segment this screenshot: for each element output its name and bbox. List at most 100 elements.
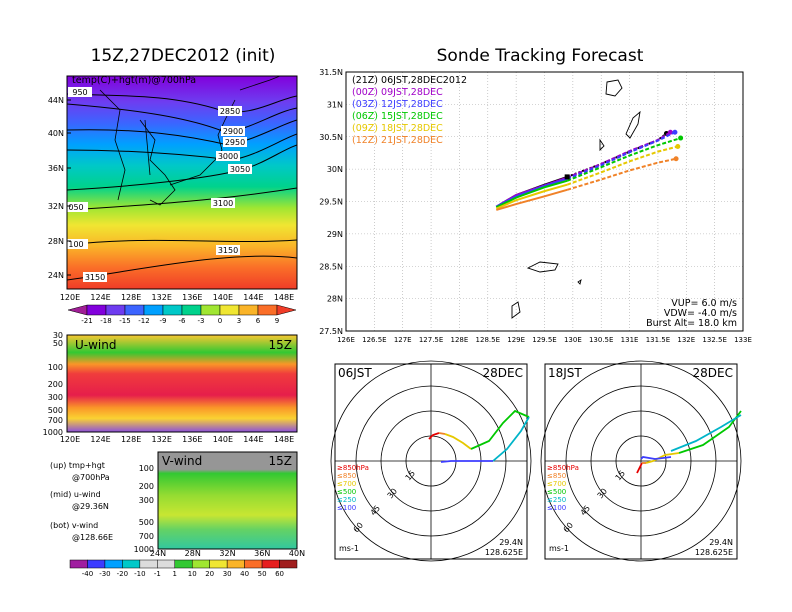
tracking-lon-tick: 129.5E bbox=[532, 336, 556, 344]
contour-label-bg bbox=[68, 87, 92, 97]
hodograph-level-legend: ≤250 bbox=[337, 496, 356, 504]
contour-label-bg bbox=[228, 164, 252, 174]
temperature-color-tick: -18 bbox=[100, 317, 111, 325]
map-lat-tick: 40N bbox=[48, 129, 64, 138]
hodograph-trace bbox=[438, 432, 446, 435]
contour-label-bg bbox=[218, 106, 242, 116]
contour-label: 2950 bbox=[225, 138, 245, 147]
hodograph-level-legend: ≤100 bbox=[337, 504, 356, 512]
tracking-lon-tick: 131E bbox=[621, 336, 639, 344]
wind-color-swatch bbox=[279, 559, 298, 569]
hodograph-level-legend: ≤250 bbox=[547, 496, 566, 504]
track-landing-point bbox=[675, 143, 681, 149]
hodograph-unit: ms-1 bbox=[339, 544, 359, 553]
contour-label: 100 bbox=[68, 240, 83, 249]
v-wind-time: 15Z bbox=[269, 454, 293, 468]
map-lat-tick: 28N bbox=[48, 237, 64, 246]
wind-color-swatch bbox=[104, 559, 123, 569]
track-descent-line bbox=[566, 131, 676, 180]
map-lon-tick: 144E bbox=[243, 293, 263, 302]
track-ascent-line bbox=[495, 183, 568, 210]
hodograph-trace bbox=[492, 416, 530, 462]
track-ascent-line bbox=[495, 179, 568, 209]
wind-color-swatch bbox=[261, 559, 280, 569]
tracking-lat-tick: 31.5N bbox=[319, 68, 343, 77]
hodograph-level-legend: ≤500 bbox=[337, 488, 356, 496]
v-wind-pressure-tick: 300 bbox=[139, 496, 154, 505]
tracking-lat-tick: 30N bbox=[327, 165, 343, 174]
temperature-color-swatch bbox=[67, 304, 88, 316]
hodograph-trace bbox=[636, 462, 643, 474]
tracking-legend-entry: (03Z) 12JST,28DEC bbox=[352, 99, 443, 110]
hodograph-lon: 128.625E bbox=[485, 548, 523, 557]
u-wind-field bbox=[67, 335, 297, 432]
contour-label: 3050 bbox=[230, 165, 250, 174]
wind-color-swatch bbox=[191, 559, 210, 569]
contour-label: 2850 bbox=[220, 107, 240, 116]
map-lon-tick: 140E bbox=[213, 293, 233, 302]
hodograph-level-legend: ≥850hPa bbox=[337, 464, 369, 472]
temperature-color-tick: 0 bbox=[218, 317, 222, 325]
hodograph-trace bbox=[440, 460, 493, 463]
contour-label: 2900 bbox=[223, 127, 243, 136]
tracking-lon-tick: 132.5E bbox=[702, 336, 726, 344]
hodograph-time: 06JST bbox=[338, 366, 372, 380]
wind-color-swatch bbox=[209, 559, 228, 569]
track-descent-line bbox=[566, 145, 679, 186]
tracking-lon-tick: 128E bbox=[451, 336, 469, 344]
wind-color-swatch bbox=[87, 559, 106, 569]
v-wind-field bbox=[158, 452, 297, 549]
tracking-lon-tick: 131.5E bbox=[646, 336, 670, 344]
u-wind-label: U-wind bbox=[75, 338, 116, 352]
v-wind-pressure-tick: 100 bbox=[139, 464, 154, 473]
v-wind-pressure-axis: 100 200 300 500 700 1000 bbox=[134, 464, 154, 554]
u-wind-lon-tick: 132E bbox=[152, 435, 172, 444]
tracking-param: Burst Alt= 18.0 km bbox=[646, 318, 737, 329]
track-landing-point bbox=[672, 129, 678, 135]
wind-color-swatch bbox=[122, 559, 141, 569]
map-lon-tick: 132E bbox=[152, 293, 172, 302]
map-lat-tick: 32N bbox=[48, 202, 64, 211]
tracking-lat-tick: 28.5N bbox=[319, 262, 343, 271]
u-wind-lon-tick: 140E bbox=[213, 435, 233, 444]
wind-color-tick: 20 bbox=[205, 570, 214, 578]
islands bbox=[511, 79, 641, 319]
temperature-color-swatch bbox=[181, 304, 202, 316]
temperature-color-swatch bbox=[257, 304, 278, 316]
tracking-lon-tick: 133E bbox=[734, 336, 752, 344]
map-lat-axis: 44N 40N 36N 32N 28N 24N bbox=[48, 96, 71, 280]
contour-label-bg bbox=[64, 202, 88, 212]
map-lon-tick: 128E bbox=[121, 293, 141, 302]
temperature-color-swatch bbox=[238, 304, 259, 316]
track-descent-line bbox=[566, 131, 671, 179]
map-lon-axis: 120E 124E 128E 132E 136E 140E 144E 148E bbox=[60, 293, 294, 302]
temperature-colorbar: -21 -18 -15 -12 -9 -6 -3 0 3 6 9 bbox=[67, 304, 297, 325]
u-wind-lon-tick: 148E bbox=[274, 435, 294, 444]
wind-color-swatch bbox=[244, 559, 263, 569]
u-wind-pressure-tick: 500 bbox=[48, 406, 63, 415]
map-lon-tick: 124E bbox=[90, 293, 110, 302]
hodograph-trace bbox=[428, 432, 440, 440]
wind-color-tick: 50 bbox=[258, 570, 267, 578]
track-landing-point bbox=[673, 156, 679, 162]
map-lon-tick: 136E bbox=[182, 293, 202, 302]
panel-note: @700hPa bbox=[72, 473, 110, 482]
temperature-color-swatch bbox=[162, 304, 183, 316]
contour-label: 3150 bbox=[85, 273, 105, 282]
tracking-lon-axis: 126E 126.5E 127E 127.5E 128E 128.5E 129E 129.5E… bbox=[337, 336, 752, 344]
hodograph-ring bbox=[540, 360, 742, 562]
map-lon-tick: 148E bbox=[274, 293, 294, 302]
contour-label-bg bbox=[223, 137, 247, 147]
wind-color-swatch bbox=[69, 559, 88, 569]
v-wind-label: V-wind bbox=[162, 454, 202, 468]
tracking-lat-tick: 30.5N bbox=[319, 133, 343, 142]
wind-color-tick: -1 bbox=[154, 570, 161, 578]
hodograph-trace bbox=[670, 414, 742, 452]
wind-color-swatch bbox=[157, 559, 176, 569]
track-descent-line bbox=[566, 132, 668, 178]
contour-label: 950 bbox=[72, 88, 87, 97]
u-wind-lon-tick: 128E bbox=[121, 435, 141, 444]
